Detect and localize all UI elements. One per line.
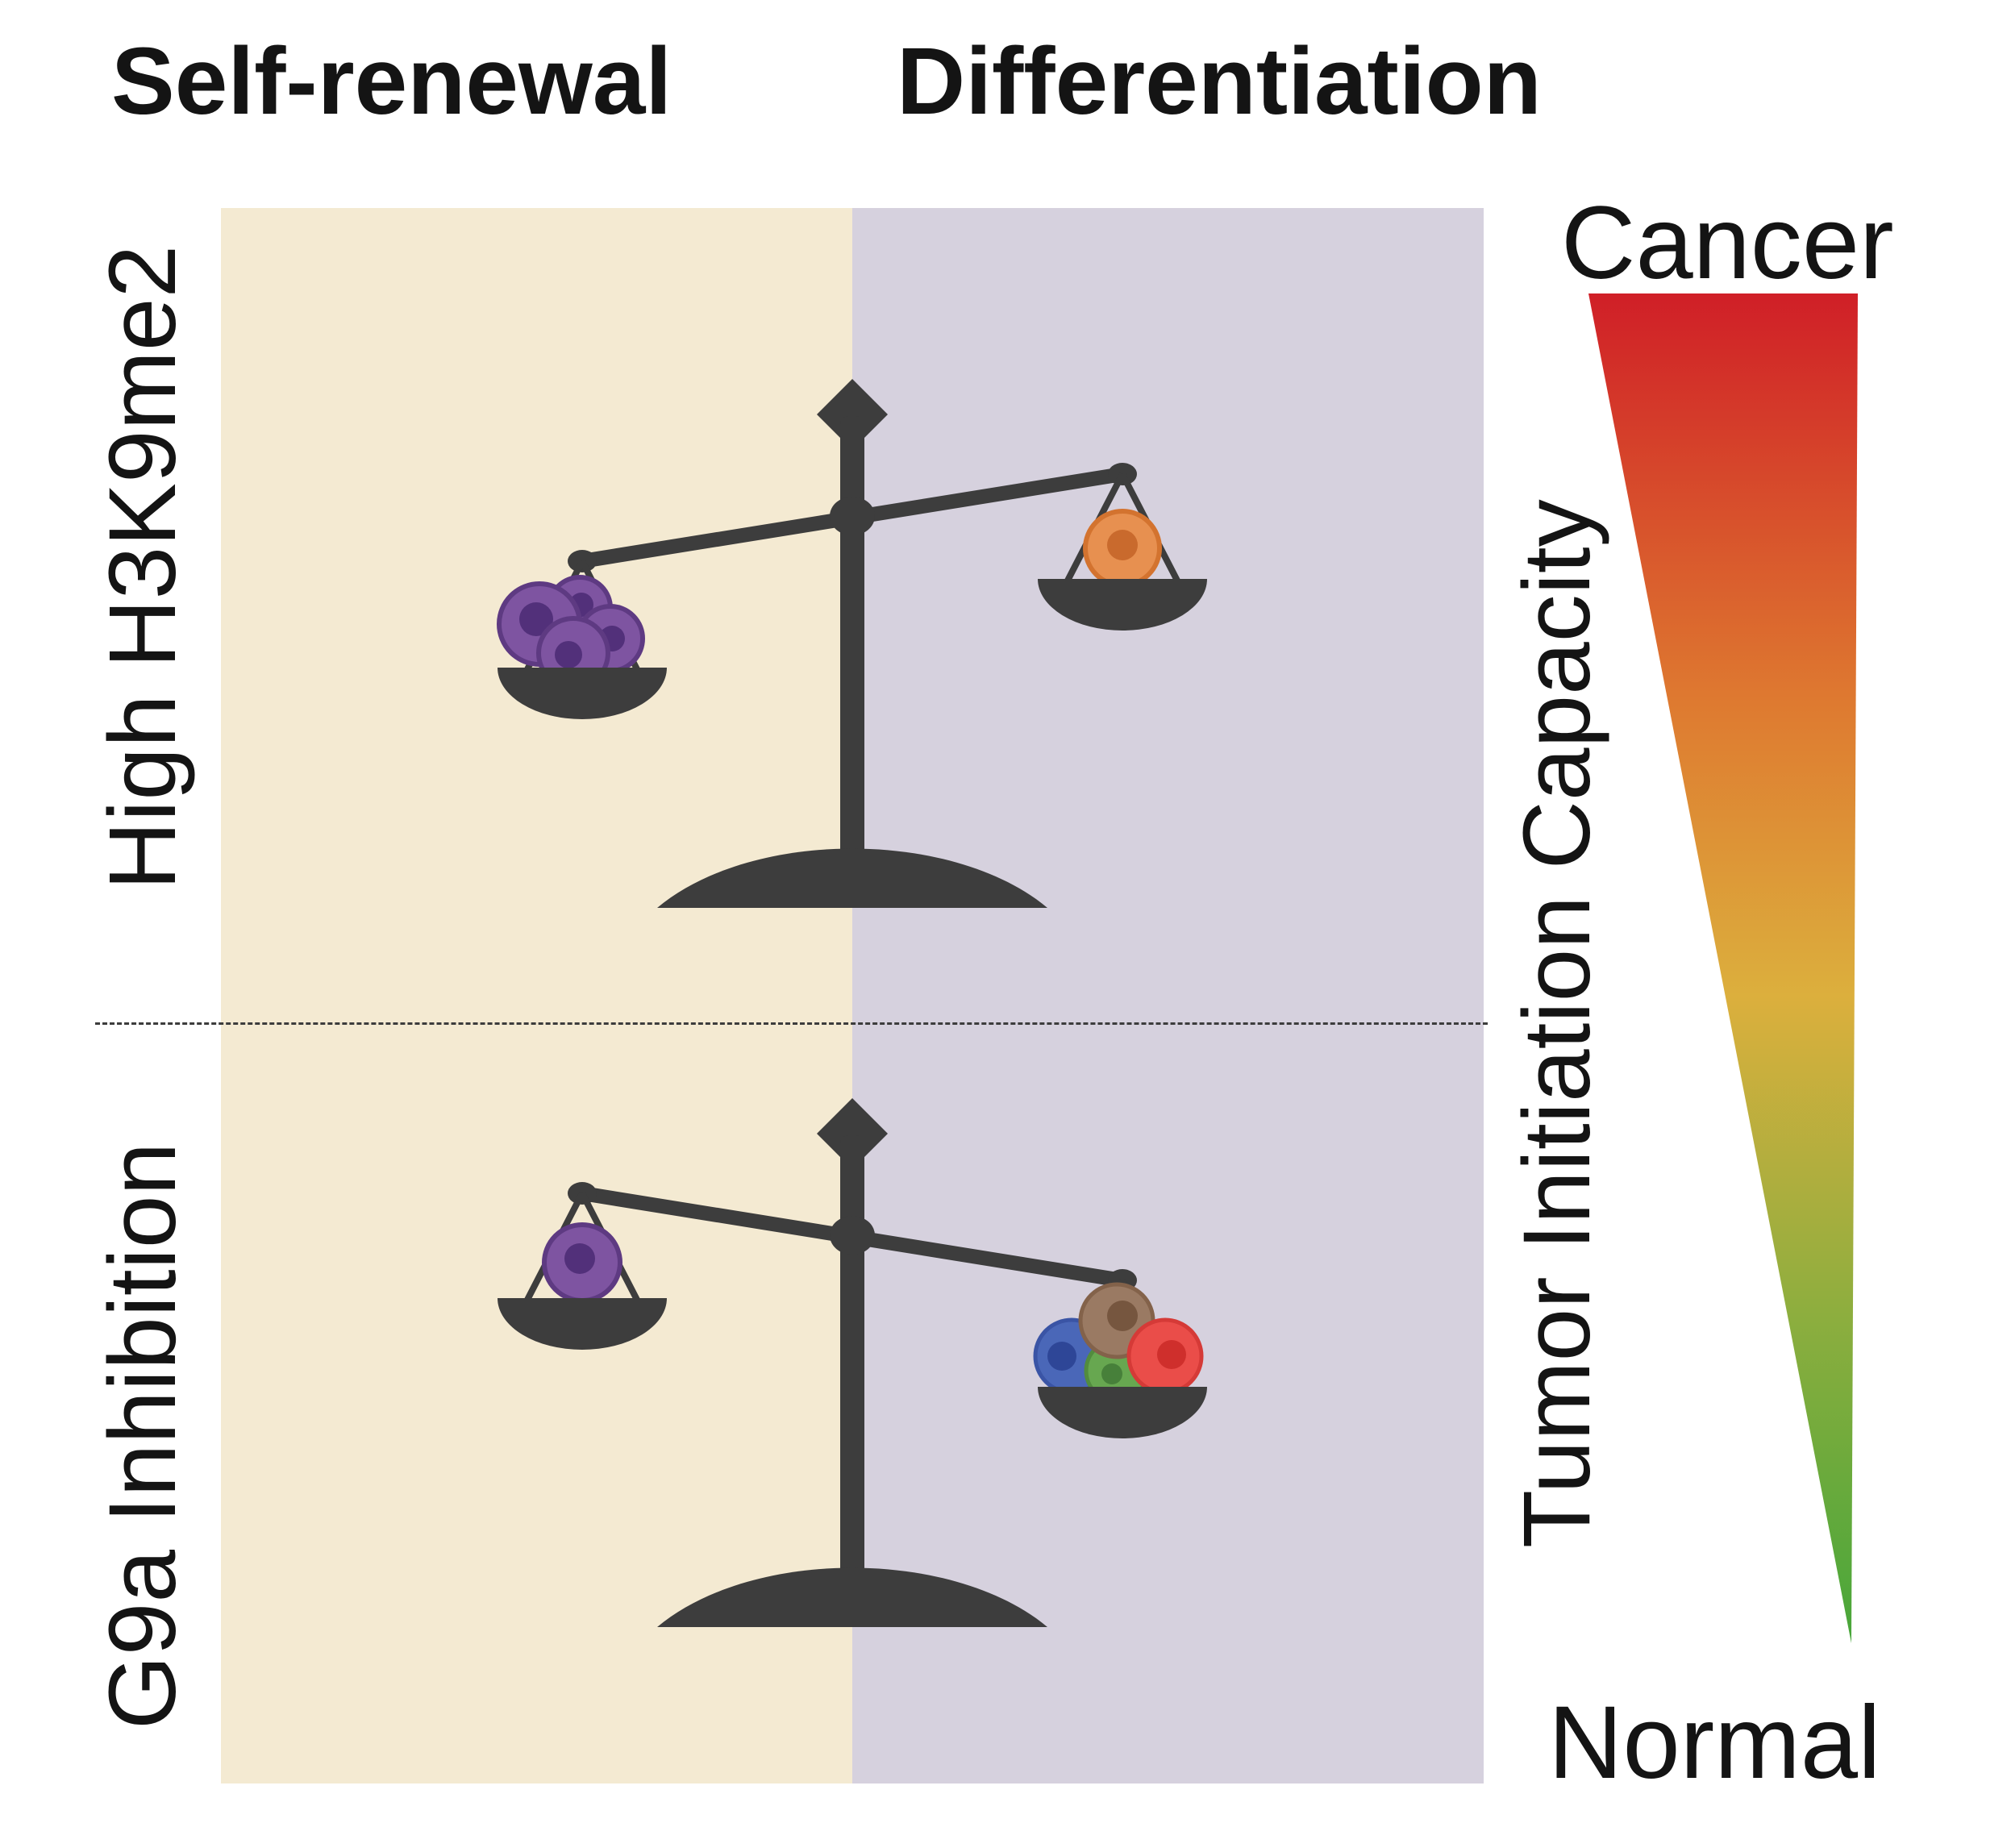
scale-stand (657, 379, 1047, 908)
cell-nucleus (1101, 1363, 1122, 1384)
cell-nucleus (564, 1243, 595, 1274)
gradient-label-normal: Normal (1548, 1685, 1881, 1800)
row-divider-dashed-line (95, 1022, 1488, 1025)
differentiated-cell-orange (1083, 509, 1162, 588)
cell-nucleus (1107, 1301, 1138, 1331)
differentiated-cell-cluster (1033, 1282, 1204, 1404)
cell-nucleus (1047, 1342, 1076, 1371)
scale-pole (840, 1135, 864, 1585)
finial-diamond (817, 1098, 888, 1169)
finial-diamond (817, 379, 888, 450)
cell-nucleus (1107, 530, 1138, 560)
scale-right-pan-assembly (1038, 472, 1207, 631)
tumor-initiation-gradient-triangle (1588, 293, 1858, 1643)
scale-pole (840, 416, 864, 866)
cell-nucleus (1157, 1340, 1186, 1369)
scale-left-pan-assembly (498, 1192, 667, 1350)
balance-scale-g9a-inhibition (498, 1098, 1207, 1627)
gradient-label-cancer: Cancer (1561, 185, 1894, 301)
gradient-wedge (1588, 293, 1858, 1643)
cell-nucleus (555, 641, 582, 668)
title-differentiation: Differentiation (897, 28, 1542, 135)
differentiation-column-background (852, 208, 1484, 1783)
scale-hub (830, 497, 875, 535)
scale-hub (830, 1216, 875, 1255)
scale-right-pan-assembly (1033, 1279, 1207, 1438)
scale-left-pan-assembly (497, 560, 667, 719)
stem-cell-single (542, 1222, 622, 1303)
row-label-g9a-inhibition: G9a Inhibition (90, 1142, 196, 1730)
title-self-renewal: Self-renewal (111, 28, 672, 135)
gradient-axis-label: Tumor Initiation Capacity (1504, 499, 1610, 1549)
row-label-high-h3k9me2: High H3K9me2 (90, 244, 196, 891)
scale-base (657, 848, 1047, 908)
self-renewal-column-background (221, 208, 852, 1783)
scale-pan-right (1038, 1387, 1207, 1438)
balance-scale-high-h3k9me2 (497, 379, 1207, 908)
scale-pan-left (498, 1298, 667, 1350)
scale-stand (657, 1098, 1047, 1627)
scale-pan-right (1038, 579, 1207, 631)
scale-base (657, 1567, 1047, 1627)
cell-nucleus (519, 602, 553, 636)
scale-pan-left (498, 668, 667, 719)
